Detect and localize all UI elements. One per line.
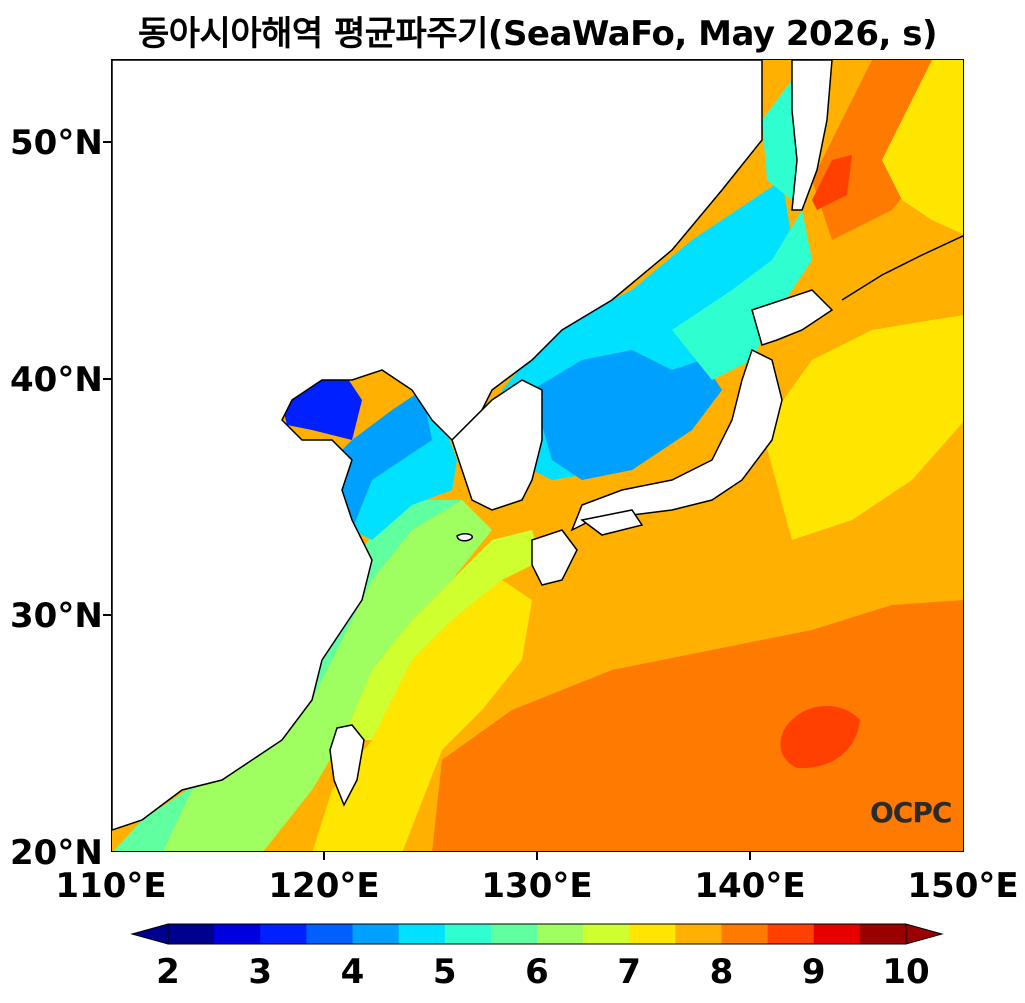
lat-tick bbox=[103, 378, 111, 380]
colorbar-swatch bbox=[859, 924, 907, 944]
colorbar-swatch bbox=[813, 924, 861, 944]
colorbar-label: 3 bbox=[248, 952, 273, 992]
map-plot-area[interactable] bbox=[111, 59, 964, 852]
land-china bbox=[112, 60, 763, 831]
colorbar-swatch bbox=[721, 924, 769, 944]
period-band-7-5-east bbox=[762, 315, 963, 540]
period-band-3-0-bohai bbox=[282, 370, 362, 440]
colorbar-label: 10 bbox=[882, 952, 930, 992]
colorbar-swatch bbox=[260, 924, 307, 944]
period-band-8-5 bbox=[432, 600, 963, 851]
lat-label-30n: 30°N bbox=[10, 596, 103, 636]
period-band-4-5-eastsea bbox=[532, 350, 722, 480]
period-band-9-0-north bbox=[812, 155, 852, 210]
colorbar-border bbox=[167, 923, 907, 945]
lat-label-50n: 50°N bbox=[10, 123, 103, 163]
colorbar-swatch bbox=[767, 924, 815, 944]
lat-label-40n: 40°N bbox=[10, 360, 103, 400]
wave-period-map bbox=[112, 60, 963, 851]
period-band-7-0-ecs bbox=[342, 530, 542, 740]
lon-label-110e: 110°E bbox=[55, 866, 167, 906]
lon-label-140e: 140°E bbox=[694, 866, 806, 906]
lon-label-150e: 150°E bbox=[907, 866, 1019, 906]
land-taiwan bbox=[329, 724, 365, 807]
colorbar-swatch bbox=[629, 924, 676, 944]
colorbar-swatch bbox=[537, 924, 584, 944]
land-kuril bbox=[841, 235, 963, 301]
colorbar-label: 2 bbox=[156, 952, 180, 992]
lat-label-20n: 20°N bbox=[10, 833, 103, 873]
colorbar-swatch bbox=[583, 924, 630, 944]
lat-tick bbox=[103, 614, 111, 616]
period-band-5-5-eastsea bbox=[672, 210, 812, 380]
land-japan-shikoku bbox=[580, 509, 644, 536]
colorbar-swatch bbox=[306, 924, 353, 944]
land-jeju bbox=[456, 533, 473, 542]
colorbar-extend-max bbox=[905, 923, 944, 945]
ocpc-logo: OCPC bbox=[870, 796, 952, 829]
colorbar-extend-min bbox=[130, 923, 169, 945]
colorbar-label: 8 bbox=[709, 952, 734, 992]
lon-tick bbox=[749, 852, 751, 860]
colorbar-swatch bbox=[352, 924, 400, 944]
colorbar-label: 7 bbox=[617, 952, 642, 992]
lon-label-130e: 130°E bbox=[481, 866, 593, 906]
colorbar-label: 5 bbox=[432, 952, 457, 992]
map-title: 동아시아해역 평균파주기(SeaWaFo, May 2026, s) bbox=[137, 14, 938, 54]
lon-tick bbox=[536, 852, 538, 860]
land-hokkaido bbox=[751, 289, 834, 346]
colorbar-swatch bbox=[214, 924, 261, 944]
period-band-7-5-north bbox=[882, 60, 963, 235]
colorbar-swatch bbox=[490, 924, 538, 944]
colorbar-swatch bbox=[168, 924, 215, 944]
colorbar-label: 9 bbox=[801, 952, 826, 992]
lon-label-120e: 120°E bbox=[268, 866, 380, 906]
land-sakhalin bbox=[791, 60, 833, 211]
colorbar-swatch bbox=[398, 924, 446, 944]
colorbar-label: 6 bbox=[525, 952, 549, 992]
period-band-7-5-ecs bbox=[312, 580, 532, 851]
colorbar-label: 4 bbox=[340, 952, 365, 992]
colorbar-swatch bbox=[675, 924, 722, 944]
period-band-9-0 bbox=[780, 706, 860, 769]
lon-tick bbox=[323, 852, 325, 860]
land-korea bbox=[451, 379, 543, 511]
colorbar-swatch bbox=[444, 924, 492, 944]
land-japan-kyushu bbox=[531, 529, 578, 586]
lat-tick bbox=[103, 141, 111, 143]
